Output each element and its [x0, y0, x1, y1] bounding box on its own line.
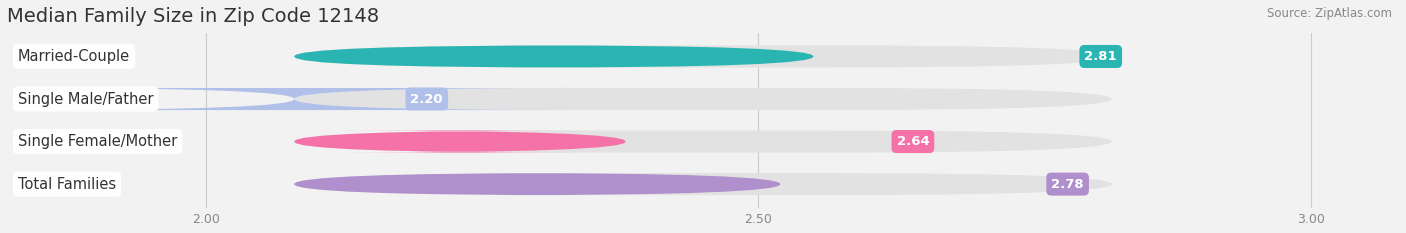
FancyBboxPatch shape — [294, 45, 1112, 68]
Text: 2.81: 2.81 — [1084, 50, 1116, 63]
FancyBboxPatch shape — [7, 88, 582, 110]
Text: Median Family Size in Zip Code 12148: Median Family Size in Zip Code 12148 — [7, 7, 380, 26]
FancyBboxPatch shape — [294, 130, 1112, 153]
FancyBboxPatch shape — [294, 173, 1112, 195]
Text: 2.78: 2.78 — [1052, 178, 1084, 191]
Text: 2.64: 2.64 — [897, 135, 929, 148]
FancyBboxPatch shape — [294, 130, 626, 153]
FancyBboxPatch shape — [294, 45, 814, 68]
Text: Married-Couple: Married-Couple — [18, 49, 131, 64]
FancyBboxPatch shape — [294, 88, 1112, 110]
Text: Single Male/Father: Single Male/Father — [18, 92, 153, 106]
Text: Source: ZipAtlas.com: Source: ZipAtlas.com — [1267, 7, 1392, 20]
Text: Single Female/Mother: Single Female/Mother — [18, 134, 177, 149]
FancyBboxPatch shape — [294, 173, 780, 195]
Text: Total Families: Total Families — [18, 177, 117, 192]
Text: 2.20: 2.20 — [411, 93, 443, 106]
